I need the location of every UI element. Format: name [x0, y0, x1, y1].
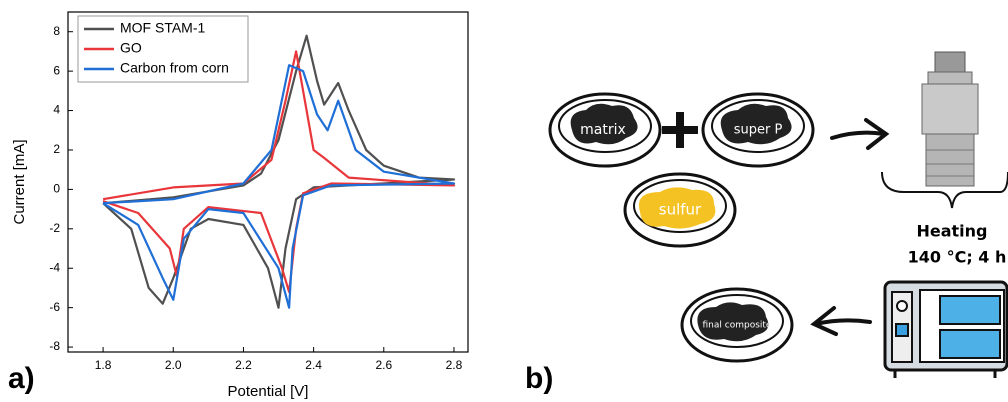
step-label: Heating [916, 222, 987, 241]
y-axis-label: Current [mA] [11, 139, 28, 224]
arrow [810, 306, 872, 336]
dish [548, 92, 662, 168]
plus-sign [662, 112, 698, 148]
series-line [102, 50, 456, 293]
plot-frame [67, 11, 469, 353]
dish-label: matrix [580, 122, 626, 138]
diagram: matrix super P sulfur Heating 140 °C; 4 … [548, 51, 1008, 378]
conditions-label: 140 °C; 4 h [908, 248, 1007, 267]
x-tick-label: 2.4 [305, 358, 322, 372]
brace [881, 171, 1008, 209]
autoclave [921, 51, 979, 187]
y-tick-label: 2 [53, 142, 60, 156]
series-line [102, 34, 456, 309]
arrow [830, 118, 890, 150]
panel-label: a) [8, 362, 35, 395]
y-tick-label: -2 [49, 221, 60, 235]
dish-label: final composite [703, 321, 772, 331]
dish [680, 287, 794, 363]
x-tick-label: 1.8 [95, 358, 112, 372]
y-tick-label: -8 [49, 339, 60, 353]
dish [701, 92, 815, 168]
y-tick-label: 0 [53, 182, 60, 196]
y-tick-label: 6 [53, 63, 60, 77]
x-tick-label: 2.2 [235, 358, 252, 372]
dish-label: super P [734, 123, 783, 138]
series-line [102, 64, 456, 309]
oven [883, 280, 1008, 378]
y-tick-label: 8 [53, 24, 60, 38]
y-tick-label: 4 [53, 103, 60, 117]
y-tick-label: -6 [49, 300, 60, 314]
dish-label: sulfur [659, 201, 702, 219]
x-tick-label: 2.8 [446, 358, 463, 372]
panel-label: b) [525, 362, 553, 395]
x-tick-label: 2.0 [165, 358, 182, 372]
legend-label: Carbon from corn [120, 60, 229, 76]
y-tick-label: -4 [49, 260, 60, 274]
x-tick-label: 2.6 [375, 358, 392, 372]
dish [623, 172, 737, 248]
legend-label: MOF STAM-1 [120, 20, 206, 36]
x-axis-label: Potential [V] [228, 383, 309, 400]
legend-label: GO [120, 40, 142, 56]
